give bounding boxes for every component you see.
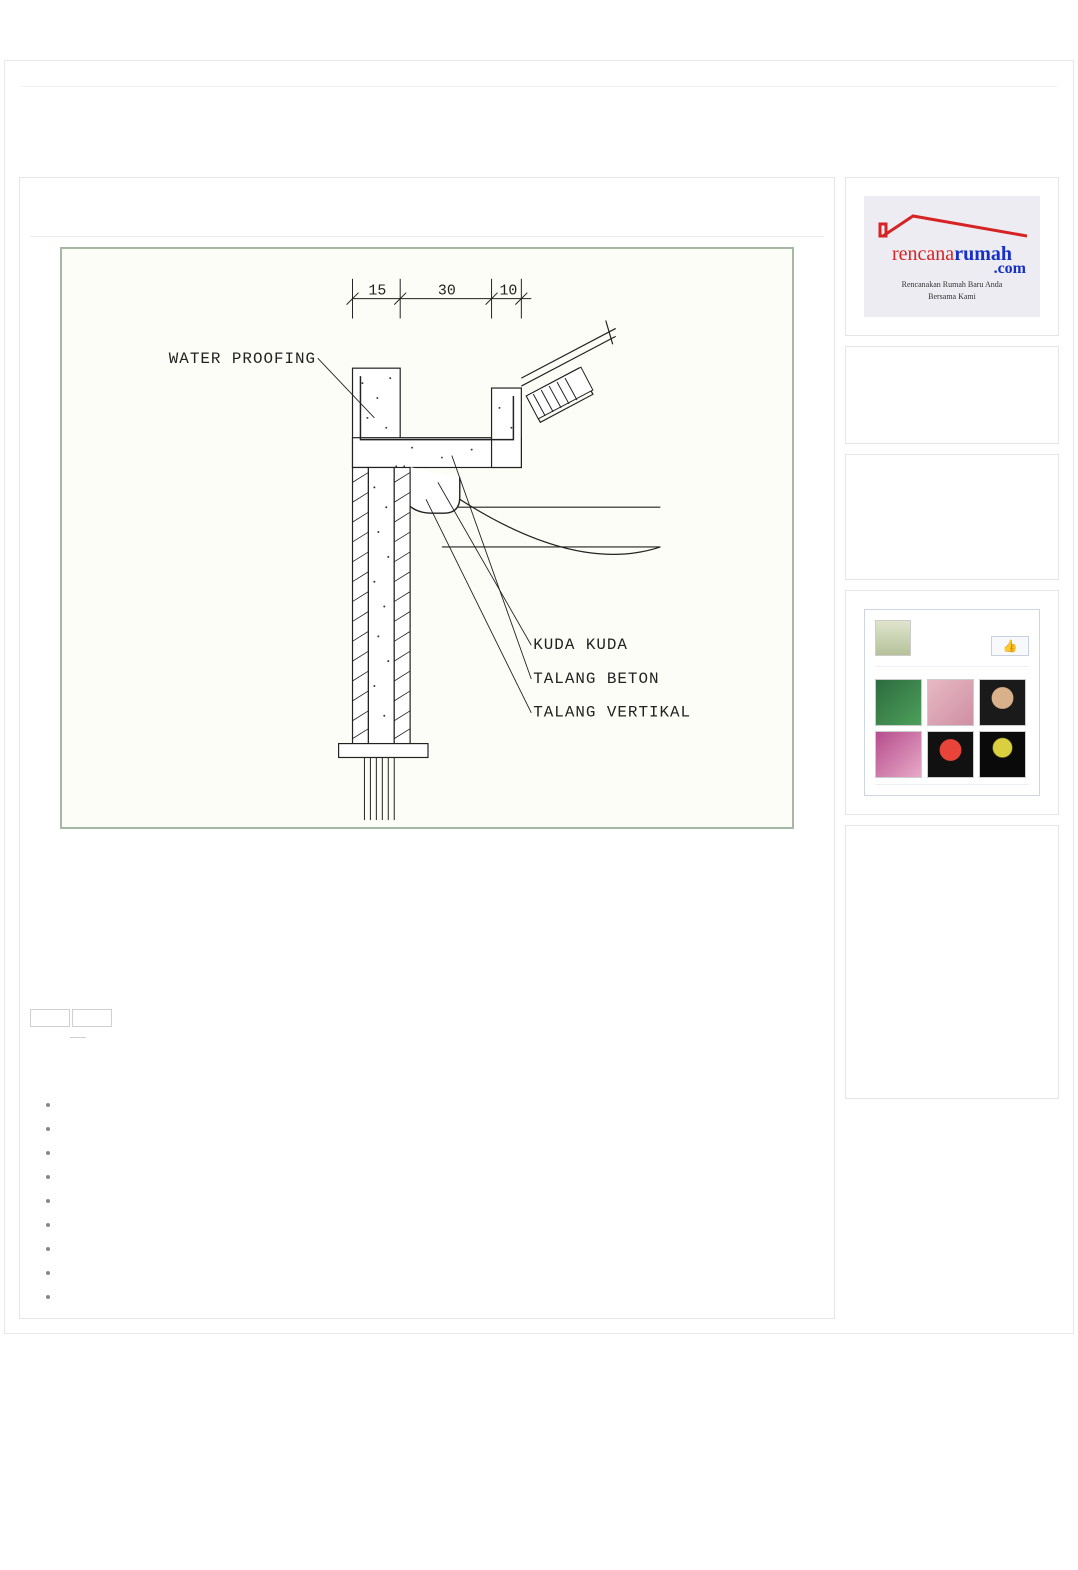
placeholder <box>864 365 1040 425</box>
dim-10: 10 <box>499 284 517 300</box>
two-column-layout: 15 30 10 <box>5 87 1073 1333</box>
roof-icon <box>877 210 1027 238</box>
list-item[interactable] <box>60 1260 824 1284</box>
widget-facebook: 👍 <box>845 590 1059 815</box>
related-posts-list <box>60 1092 824 1308</box>
widget-popular <box>845 825 1059 1099</box>
label-talang-vert: TALANG VERTIKAL <box>533 704 691 722</box>
dim-30: 30 <box>438 284 456 300</box>
fb-fan-row <box>875 679 1029 726</box>
title-underline <box>30 236 824 237</box>
brand-tagline-1: Rencanakan Rumah Baru Anda <box>872 280 1032 290</box>
brand-logo[interactable]: rencanarumah .com Rencanakan Rumah Baru … <box>864 196 1040 317</box>
top-divider <box>21 77 1057 87</box>
facebook-like-box: 👍 <box>864 609 1040 796</box>
widget-slot-2 <box>845 346 1059 444</box>
list-item[interactable] <box>60 1188 824 1212</box>
avatar[interactable] <box>979 731 1026 778</box>
fb-footer-rule <box>875 784 1029 785</box>
label-waterproofing: WATER PROOFING <box>169 350 316 368</box>
gutter-detail-diagram: 15 30 10 <box>60 247 794 829</box>
fb-fan-row <box>875 731 1029 778</box>
avatar[interactable] <box>927 679 974 726</box>
brand-tagline-2: Bersama Kami <box>872 292 1032 302</box>
label-talang-beton: TALANG BETON <box>533 670 659 688</box>
brand-red: rencana <box>892 243 954 265</box>
share-button-a[interactable] <box>30 1009 70 1027</box>
thumbs-up-icon: 👍 <box>1003 639 1018 653</box>
avatar[interactable] <box>875 731 922 778</box>
like-button[interactable]: 👍 <box>991 636 1029 656</box>
list-item[interactable] <box>60 1164 824 1188</box>
widget-brand: rencanarumah .com Rencanakan Rumah Baru … <box>845 177 1059 336</box>
share-button-row <box>30 1009 824 1027</box>
placeholder <box>864 844 1040 1080</box>
list-item[interactable] <box>60 1116 824 1140</box>
article-card: 15 30 10 <box>19 177 835 1319</box>
list-item[interactable] <box>60 1284 824 1308</box>
page-frame: 15 30 10 <box>4 60 1074 1334</box>
share-button-b[interactable] <box>72 1009 112 1027</box>
share-underline <box>70 1037 86 1038</box>
list-item[interactable] <box>60 1236 824 1260</box>
list-item[interactable] <box>60 1140 824 1164</box>
fb-page-thumb[interactable] <box>875 620 911 656</box>
diagram-svg: 15 30 10 <box>62 249 792 827</box>
avatar[interactable] <box>927 731 974 778</box>
list-item[interactable] <box>60 1092 824 1116</box>
list-item[interactable] <box>60 1212 824 1236</box>
avatar[interactable] <box>875 679 922 726</box>
placeholder <box>864 473 1040 561</box>
brand-dotcom: .com <box>994 260 1026 277</box>
widget-slot-3 <box>845 454 1059 580</box>
dim-15: 15 <box>368 284 386 300</box>
fb-header: 👍 <box>875 620 1029 667</box>
avatar[interactable] <box>979 679 1026 726</box>
label-kuda-kuda: KUDA KUDA <box>533 636 628 654</box>
sidebar: rencanarumah .com Rencanakan Rumah Baru … <box>845 177 1059 1099</box>
